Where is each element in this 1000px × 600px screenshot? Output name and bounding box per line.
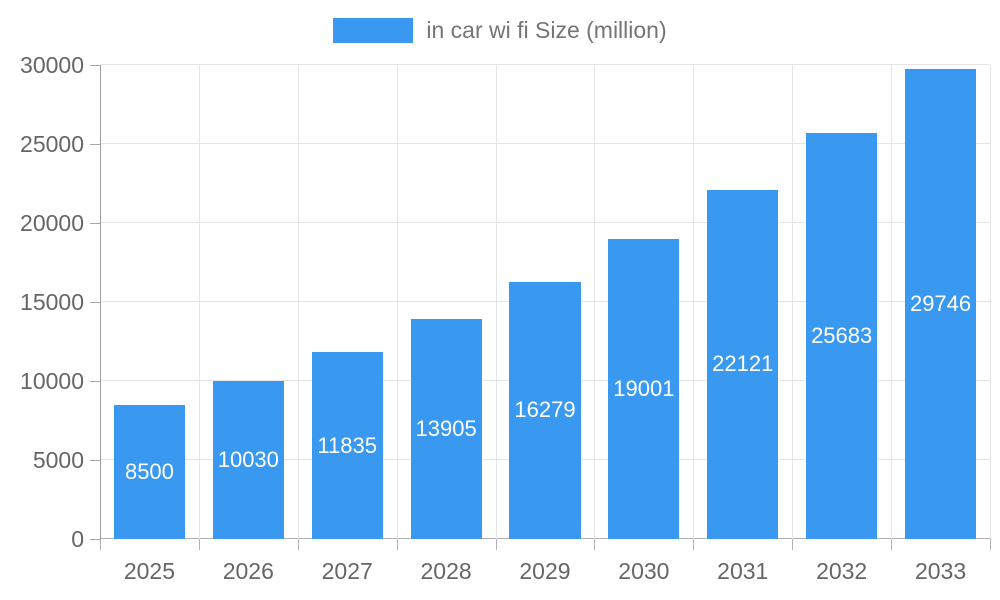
y-axis-tick: [90, 223, 100, 224]
x-axis-tick: [891, 539, 893, 550]
y-axis-label: 5000: [32, 447, 84, 473]
legend-swatch-icon: [333, 18, 414, 43]
y-axis-label: 10000: [20, 368, 84, 394]
plot-area: 8500 10030 11835 13905 16279 19001 22121 25683 2…: [100, 64, 991, 539]
y-axis-label: 30000: [20, 52, 84, 78]
bar-value-label: 16279: [514, 397, 576, 423]
bar-value-label: 11835: [317, 432, 377, 458]
x-axis-tick: [990, 539, 991, 550]
y-axis-tick: [90, 65, 100, 66]
y-axis-line: [100, 65, 101, 539]
x-axis-tick: [792, 539, 794, 550]
bar-value-label: 19001: [613, 375, 675, 401]
bar-value-label: 25683: [811, 323, 873, 349]
bar[interactable]: 10030: [212, 380, 284, 539]
v-gridline: [891, 65, 893, 539]
x-axis-label: 2029: [519, 558, 571, 584]
y-axis-label: 25000: [20, 131, 84, 157]
v-gridline: [297, 65, 299, 539]
x-axis-label: 2030: [618, 558, 670, 584]
h-gridline: [100, 64, 990, 65]
h-gridline: [100, 222, 990, 224]
x-axis-label: 2026: [222, 558, 274, 584]
x-axis-label: 2028: [420, 558, 472, 584]
bar[interactable]: 19001: [608, 238, 680, 539]
x-axis-tick: [495, 539, 497, 550]
bar-value-label: 13905: [415, 416, 477, 442]
bar[interactable]: 22121: [707, 189, 779, 539]
y-axis-tick: [90, 381, 100, 382]
x-axis-tick: [297, 539, 299, 550]
x-axis-label: 2033: [914, 558, 967, 584]
x-axis-tick: [594, 539, 596, 550]
bar-value-label: 29746: [909, 291, 972, 316]
bar[interactable]: 25683: [806, 133, 878, 539]
bar-value-label: 22121: [712, 351, 774, 377]
x-axis-label: 2032: [816, 558, 868, 584]
v-gridline: [990, 65, 991, 539]
h-gridline: [100, 143, 990, 144]
bar-value-label: 10030: [217, 446, 279, 472]
y-axis-tick: [90, 460, 100, 461]
x-axis-tick: [396, 539, 398, 550]
bar[interactable]: 29746: [904, 69, 977, 539]
bar[interactable]: 8500: [113, 404, 186, 539]
v-gridline: [495, 65, 497, 539]
y-axis-label: 0: [71, 526, 84, 552]
bar-value-label: 8500: [124, 458, 174, 484]
v-gridline: [594, 65, 596, 539]
v-gridline: [198, 65, 200, 539]
bar[interactable]: 13905: [410, 319, 482, 539]
v-gridline: [693, 65, 695, 539]
legend-label: in car wi fi Size (million): [426, 17, 667, 43]
y-axis-tick: [90, 144, 100, 145]
x-axis-label: 2031: [717, 558, 769, 584]
y-axis-tick: [90, 302, 100, 303]
x-axis-tick: [100, 539, 101, 550]
bar[interactable]: 16279: [509, 281, 581, 539]
x-axis-label: 2027: [321, 558, 373, 584]
legend[interactable]: in car wi fi Size (million): [0, 18, 1000, 43]
x-axis-tick: [693, 539, 695, 550]
v-gridline: [792, 65, 794, 539]
y-axis-label: 20000: [20, 210, 84, 236]
x-axis-tick: [198, 539, 200, 550]
bar[interactable]: 11835: [311, 352, 383, 539]
v-gridline: [396, 65, 398, 539]
y-axis-tick: [90, 539, 100, 540]
x-axis-label: 2025: [123, 558, 176, 584]
y-axis-label: 15000: [20, 289, 84, 315]
